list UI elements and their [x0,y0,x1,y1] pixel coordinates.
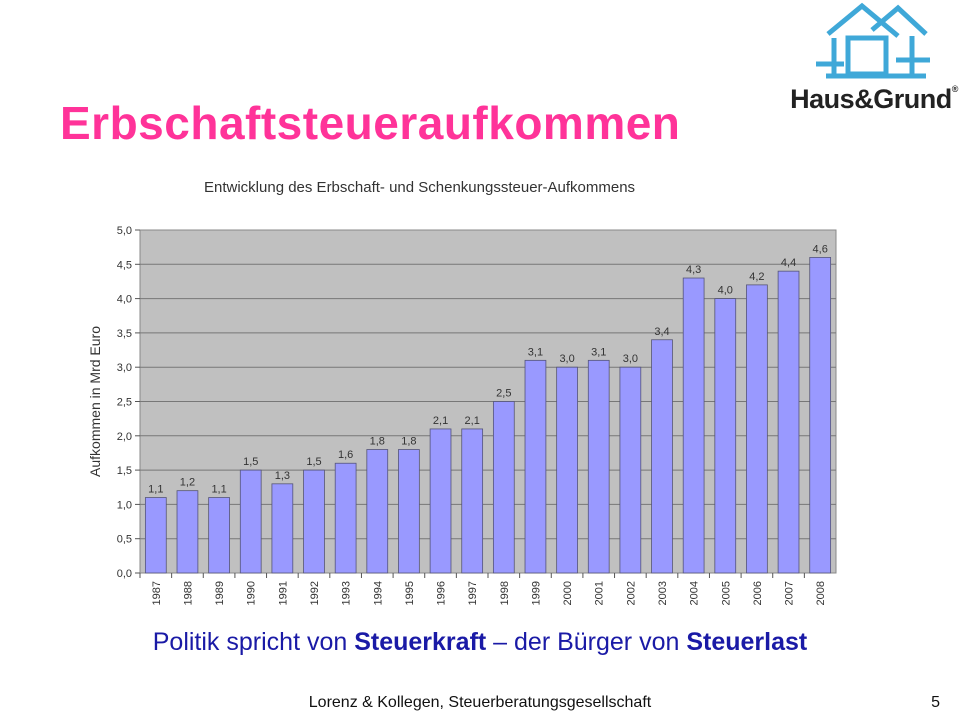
data-label-1996: 2,1 [433,415,448,427]
bar-2002 [619,366,642,574]
data-label-1991: 1,3 [275,470,290,482]
x-tick-label-1987: 1987 [151,581,163,605]
data-label-2007: 4,4 [781,257,796,269]
bar-1987 [144,497,167,574]
bar-1995 [398,449,420,574]
data-label-1997: 2,1 [465,415,480,427]
x-tick-label-1999: 1999 [530,581,542,605]
y-tick-label: 0,5 [117,534,132,546]
x-tick-label-1993: 1993 [341,581,353,605]
data-label-2004: 4,3 [686,264,701,276]
bar-1994 [366,449,389,574]
y-tick-label: 1,0 [117,499,132,511]
y-tick-label: 3,0 [117,362,132,374]
x-tick-label-1997: 1997 [467,581,479,605]
data-label-2003: 3,4 [654,326,669,338]
data-label-2002: 3,0 [623,353,638,365]
x-tick-label-1995: 1995 [404,581,416,605]
bar-1993 [334,462,357,574]
logo-wordmark: Haus&Grund® [790,84,958,115]
x-tick-label-2007: 2007 [784,581,796,605]
bar-2001 [587,359,610,574]
bar-2006 [746,284,768,574]
y-tick-label: 3,5 [117,328,132,340]
x-tick-label-2001: 2001 [594,581,606,605]
bar-2000 [556,366,578,574]
x-tick-label-1988: 1988 [182,581,194,605]
y-tick-label: 1,5 [117,465,132,477]
y-tick-label: 4,5 [117,259,132,271]
data-label-1990: 1,5 [243,456,258,468]
page-number: 5 [931,694,940,711]
x-tick-label-1998: 1998 [499,581,511,605]
y-tick-label: 2,0 [117,431,132,443]
slide-title: Erbschaftsteueraufkommen [60,97,681,149]
x-tick-label-1989: 1989 [214,581,226,605]
bar-1998 [492,401,515,574]
y-tick-label: 4,0 [117,294,132,306]
bar-1989 [208,497,230,574]
bar-2003 [651,339,673,574]
data-label-1993: 1,6 [338,449,353,461]
data-label-2008: 4,6 [813,243,828,255]
bar-2005 [714,298,737,574]
caption-part-3: – der Bürger von [486,628,687,656]
caption-part-1: Politik spricht von [152,628,355,656]
house-outline-icon [816,2,930,79]
bar-1999 [524,359,547,574]
tax-revenue-bar-chart: Entwicklung des Erbschaft- und Schenkung… [87,179,837,605]
registered-mark: ® [951,84,959,94]
x-tick-label-2008: 2008 [815,581,827,605]
x-tick-label-1991: 1991 [277,581,289,605]
bar-1996 [429,428,452,574]
slide-caption: Politik spricht von Steuerkraft – der Bü… [0,628,960,657]
y-tick-label: 5,0 [117,225,132,237]
data-label-1992: 1,5 [306,456,321,468]
logo-text: Haus&Grund [790,84,952,114]
bar-2008 [809,257,832,574]
bar-1991 [271,483,294,574]
caption-keyword-steuerlast: Steuerlast [686,628,808,656]
data-label-1994: 1,8 [370,436,385,448]
x-tick-label-2002: 2002 [625,581,637,605]
x-tick-label-2006: 2006 [752,581,764,605]
bar-1990 [239,469,262,574]
x-tick-label-1992: 1992 [309,581,321,605]
x-tick-label-1990: 1990 [246,581,258,605]
data-label-1995: 1,8 [401,436,416,448]
x-tick-label-2005: 2005 [720,581,732,605]
x-tick-label-2000: 2000 [562,581,574,605]
chart-title: Entwicklung des Erbschaft- und Schenkung… [204,179,635,196]
x-tick-label-1994: 1994 [372,581,384,605]
x-tick-label-2004: 2004 [689,581,701,605]
data-label-2006: 4,2 [749,271,764,283]
bar-2007 [777,270,800,574]
data-label-2000: 3,0 [559,353,574,365]
bar-2004 [682,277,705,574]
data-label-1989: 1,1 [211,484,226,496]
data-label-2001: 3,1 [591,346,606,358]
data-label-1988: 1,2 [180,477,195,489]
y-axis-label: Aufkommen in Mrd Euro [87,326,103,477]
bar-1988 [176,490,199,574]
footer-text: Lorenz & Kollegen, Steuerberatungsgesell… [308,694,652,711]
y-tick-label: 0,0 [117,568,132,580]
data-label-1999: 3,1 [528,346,543,358]
caption-keyword-steuerkraft: Steuerkraft [354,628,487,656]
x-tick-label-2003: 2003 [657,581,669,605]
data-label-2005: 4,0 [718,285,733,297]
data-label-1987: 1,1 [148,484,163,496]
bar-1992 [303,469,325,574]
x-tick-label-1996: 1996 [436,581,448,605]
bar-1997 [461,428,484,574]
data-label-1998: 2,5 [496,388,511,400]
y-tick-label: 2,5 [117,397,132,409]
